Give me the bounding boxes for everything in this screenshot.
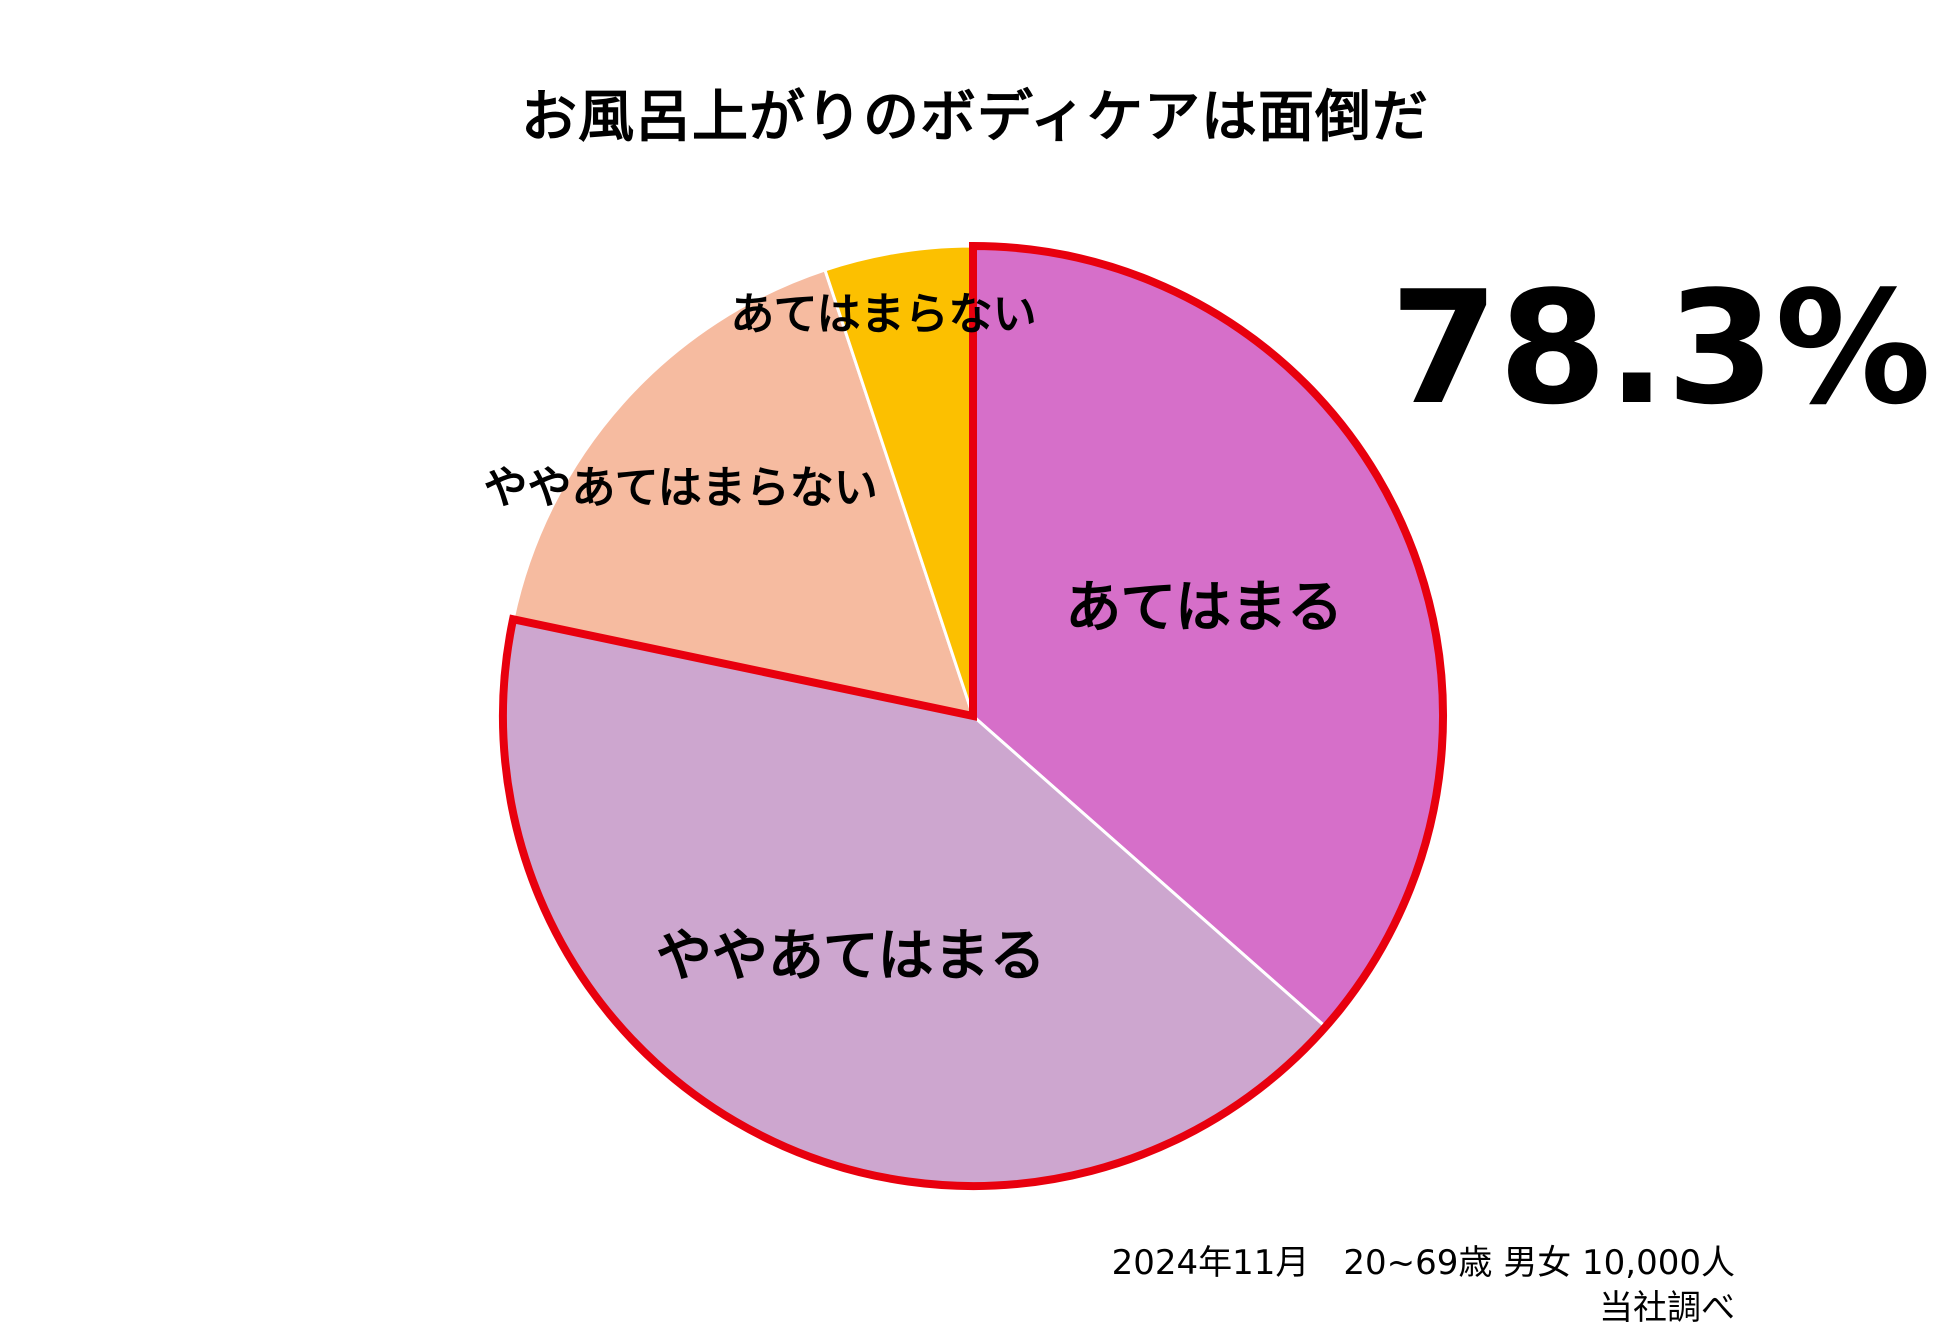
slice-label-2: ややあてはまる (656, 924, 1046, 989)
highlight-total-label: 78.3% (1390, 257, 1932, 439)
pie-slice-3 (511, 268, 976, 719)
chart-title: お風呂上がりのボディケアは面倒だ (520, 85, 1430, 150)
slice-label-3: ややあてはまらない (483, 463, 877, 514)
slice-label-1: あてはまる (1065, 576, 1343, 641)
highlight-outline (499, 241, 1447, 1190)
source-note: 当社調べ (1599, 1288, 1735, 1328)
survey-note: 2024年11月 20~69歳 男女 10,000人 (1111, 1243, 1735, 1283)
slice-label-4: あてはまらない (730, 289, 1036, 340)
